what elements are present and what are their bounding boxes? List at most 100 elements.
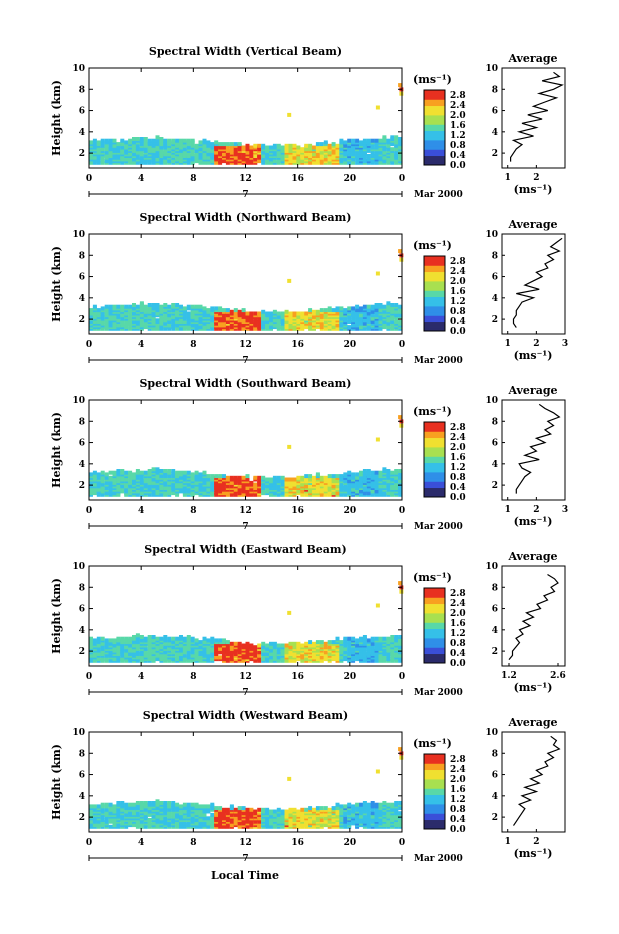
date-tick-label: 7 — [242, 688, 248, 698]
heatmap-cell — [132, 137, 136, 141]
heatmap-cell — [316, 488, 320, 492]
colorbar-segment — [424, 112, 445, 116]
heatmap-cell — [249, 146, 253, 150]
heatmap-cell — [163, 139, 167, 143]
heatmap-cell — [128, 479, 132, 483]
heatmap-cell — [214, 306, 218, 310]
colorbar-segment — [424, 435, 445, 439]
heatmap-cell — [120, 139, 124, 143]
heatmap-cell — [171, 469, 175, 473]
heatmap-cell — [308, 144, 312, 148]
heatmap-cell — [246, 144, 250, 148]
heatmap-cell — [89, 308, 93, 312]
heatmap-cell — [293, 808, 297, 812]
heatmap-cell — [287, 611, 291, 615]
heatmap-cell — [273, 642, 277, 646]
heatmap-cell — [156, 135, 160, 139]
heatmap-cell — [375, 637, 379, 641]
heatmap-cell — [363, 469, 367, 473]
heatmap-cell — [195, 144, 199, 148]
heatmap-cell — [152, 161, 156, 165]
heatmap-cell — [206, 638, 210, 642]
heatmap-cell — [351, 637, 355, 641]
heatmap-cell — [347, 306, 351, 310]
profile-y-tick-label: 10 — [485, 64, 498, 74]
heatmap-cell — [167, 305, 171, 309]
heatmap-cell — [113, 139, 117, 143]
colorbar-segment — [424, 300, 445, 304]
heatmap-cell — [109, 471, 113, 475]
heatmap-cell — [281, 644, 285, 648]
heatmap-cell — [187, 488, 191, 492]
heatmap-cell — [363, 635, 367, 639]
heatmap-cell — [382, 151, 386, 155]
heatmap-cell — [339, 474, 343, 478]
heatmap-cell — [210, 142, 214, 146]
heatmap-cell — [375, 313, 379, 317]
heatmap-cell — [308, 640, 312, 644]
profile-x-tick-label: 3 — [562, 505, 568, 515]
heatmap-cell — [242, 308, 246, 312]
colorbar-segment — [424, 475, 445, 479]
colorbar-segment — [424, 638, 445, 642]
colorbar-segment — [424, 259, 445, 263]
heatmap-cell — [203, 306, 207, 310]
heatmap-cell — [179, 635, 183, 639]
heatmap-cell — [347, 637, 351, 641]
heatmap-cell — [167, 801, 171, 805]
heatmap-cell — [332, 142, 336, 146]
heatmap-cell — [269, 478, 273, 482]
heatmap-cell — [163, 303, 167, 307]
heatmap-cell — [140, 152, 144, 156]
heatmap-cell — [222, 474, 226, 478]
colorbar-segment — [424, 616, 445, 620]
profile-unit: (ms⁻¹) — [514, 681, 553, 694]
heatmap-cell — [206, 308, 210, 312]
profile-title: Average — [507, 52, 557, 65]
colorbar-tick-label: 0.0 — [450, 659, 466, 669]
heatmap-cell — [167, 637, 171, 641]
profile-y-tick-label: 10 — [485, 562, 498, 572]
heatmap-cell — [136, 801, 140, 805]
colorbar-segment — [424, 134, 445, 138]
heatmap-cell — [265, 312, 269, 316]
colorbar-segment — [424, 290, 445, 294]
heatmap-cell — [120, 488, 124, 492]
profile-line — [516, 404, 559, 493]
heatmap-cell — [386, 637, 390, 641]
heatmap-cell — [210, 813, 214, 817]
colorbar-segment — [424, 109, 445, 113]
heatmap-cell — [109, 139, 113, 143]
heatmap-cell — [304, 474, 308, 478]
heatmap-cell — [320, 142, 324, 146]
heatmap-cell — [399, 590, 403, 594]
x-tick-label: 12 — [239, 506, 252, 516]
heatmap-cell — [148, 818, 152, 822]
heatmap-cell — [116, 142, 120, 146]
profile-y-tick-label: 8 — [492, 583, 498, 593]
heatmap-cell — [320, 640, 324, 644]
colorbar-tick-label: 1.6 — [450, 121, 466, 131]
colorbar-tick-label: 0.0 — [450, 493, 466, 503]
heatmap-cell — [93, 305, 97, 309]
colorbar-segment — [424, 325, 445, 329]
heatmap-cell — [132, 803, 136, 807]
colorbar-segment — [424, 153, 445, 157]
heatmap-cell — [376, 438, 380, 442]
profile-y-tick-label: 4 — [492, 128, 498, 138]
colorbar-segment — [424, 96, 445, 100]
heatmap-cell — [316, 640, 320, 644]
heatmap-cell — [218, 806, 222, 810]
heatmap-cell — [390, 152, 394, 156]
y-tick-label: 8 — [79, 251, 85, 261]
heatmap-cell — [242, 644, 246, 648]
colorbar-segment — [424, 315, 445, 319]
heatmap-cell — [359, 471, 363, 475]
x-tick-label: 0 — [399, 506, 405, 516]
heatmap-cell — [367, 469, 371, 473]
colorbar-segment — [424, 269, 445, 273]
heatmap-cell — [191, 472, 195, 476]
colorbar-tick-label: 0.8 — [450, 639, 466, 649]
colorbar-segment — [424, 635, 445, 639]
y-tick-label: 8 — [79, 583, 85, 593]
